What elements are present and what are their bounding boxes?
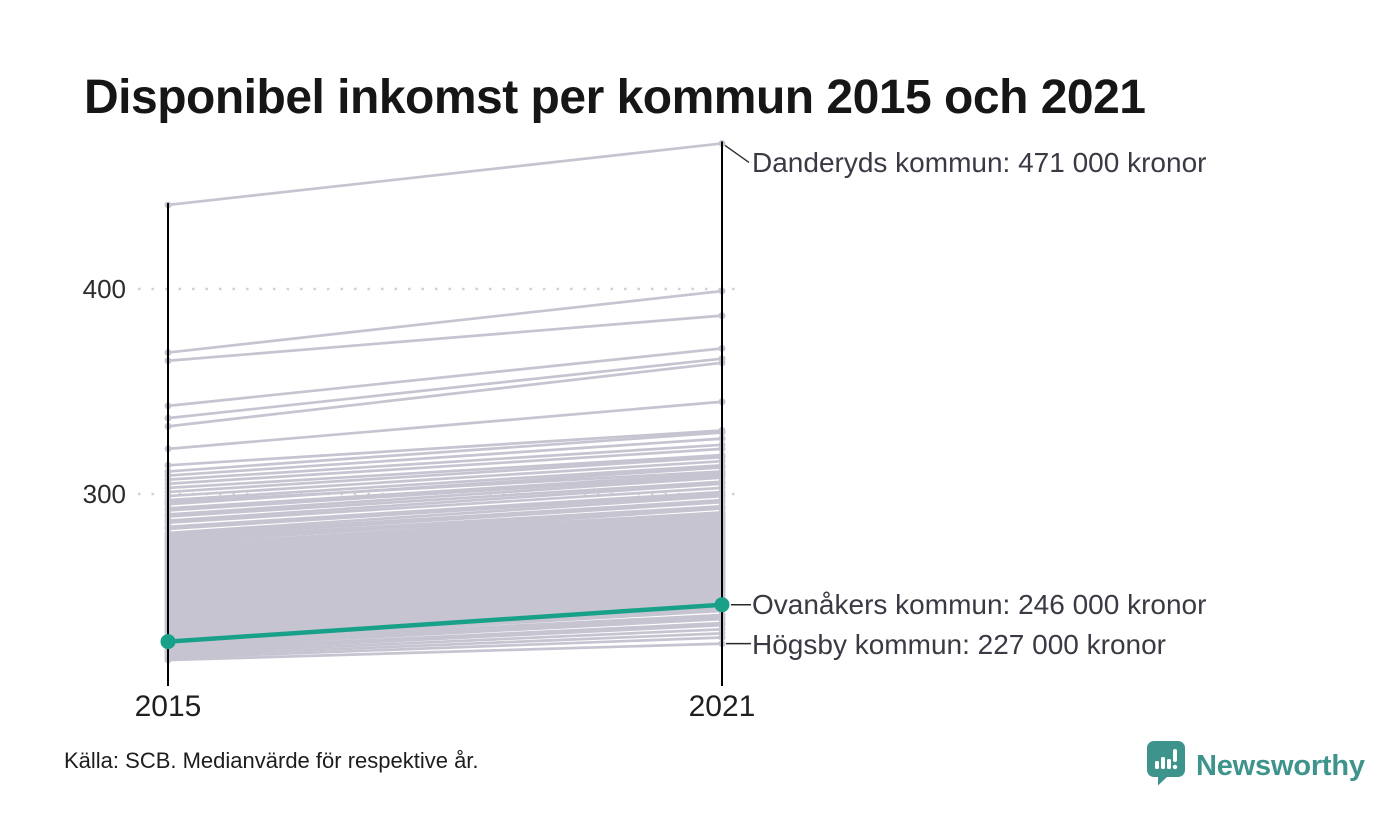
x-axis-label-2021: 2021 xyxy=(688,690,756,723)
y-axis-tick-400: 400 xyxy=(82,274,126,304)
brand-wordmark: Newsworthy xyxy=(1196,749,1365,782)
x-axis-label-2015: 2015 xyxy=(134,690,202,723)
newsworthy-logo-icon xyxy=(1146,740,1186,791)
source-note: Källa: SCB. Medianvärde för respektive å… xyxy=(64,748,479,773)
page-title: Disponibel inkomst per kommun 2015 och 2… xyxy=(84,71,1146,124)
annotation-hogsby: Högsby kommun: 227 000 kronor xyxy=(752,629,1166,660)
annotation-ovanaker: Ovanåkers kommun: 246 000 kronor xyxy=(752,589,1207,620)
y-axis-tick-300: 300 xyxy=(82,479,126,509)
annotation-danderyd: Danderyds kommun: 471 000 kronor xyxy=(752,147,1207,178)
brand-logo: Newsworthy xyxy=(1146,740,1365,791)
